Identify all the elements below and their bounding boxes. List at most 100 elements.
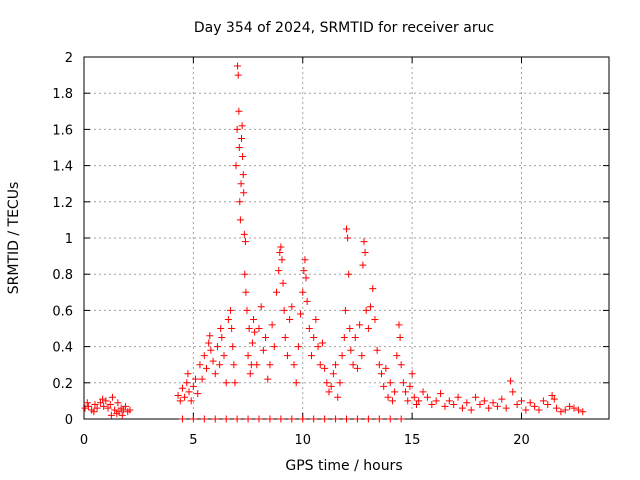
data-point [332,361,339,368]
data-point [343,225,350,232]
data-point [354,416,361,423]
data-point [536,406,543,413]
data-point [304,298,311,305]
data-point [557,408,564,415]
data-point [472,394,479,401]
data-point [344,235,351,242]
data-point [256,325,263,332]
data-point [367,303,374,310]
data-point [308,352,315,359]
data-point [239,122,246,129]
data-point [362,249,369,256]
data-point [397,334,404,341]
data-point [341,334,348,341]
axis-ticks: 00.20.40.60.811.21.41.61.820 5 10 15 20 [52,51,609,448]
x-tick-label: 0 [80,433,88,448]
data-point [238,135,245,142]
data-point [207,347,214,354]
data-point [205,339,212,346]
data-point [398,361,405,368]
data-point [376,361,383,368]
data-point [468,406,475,413]
data-point [227,307,234,314]
data-point [233,162,240,169]
data-point [359,262,366,269]
data-point [378,370,385,377]
data-point [234,416,241,423]
data-point [376,416,383,423]
data-point [571,405,578,412]
data-point [352,334,359,341]
data-point [312,316,319,323]
data-point [306,325,313,332]
data-point [396,321,403,328]
y-tick-label: 1.2 [52,196,73,211]
data-point [240,189,247,196]
data-point [264,376,271,383]
data-point [291,361,298,368]
data-point [284,352,291,359]
data-point [242,238,249,245]
data-point [380,383,387,390]
data-point [194,390,201,397]
data-point [212,370,219,377]
data-point [190,383,197,390]
data-point [206,332,213,339]
data-point [277,244,284,251]
data-point [190,416,197,423]
data-point [266,361,273,368]
data-point [271,343,278,350]
data-point [286,316,293,323]
data-point [277,416,284,423]
data-point [369,285,376,292]
data-point [437,390,444,397]
data-point [280,280,287,287]
data-point [498,396,505,403]
data-point [192,376,199,383]
y-tick-label: 0 [65,413,73,428]
data-point [218,334,225,341]
data-point [450,401,457,408]
data-point [201,352,208,359]
data-point [455,394,462,401]
data-point [387,379,394,386]
data-point [385,394,392,401]
data-point [256,416,263,423]
data-point [382,365,389,372]
data-point [389,397,396,404]
data-point [350,361,357,368]
data-point [330,370,337,377]
data-point [339,352,346,359]
data-point [503,405,510,412]
data-point [387,416,394,423]
data-point [223,416,230,423]
y-tick-label: 0.2 [52,377,73,392]
data-point [315,343,322,350]
data-point [266,416,273,423]
data-point [288,416,295,423]
data-point [234,63,241,70]
data-point [321,416,328,423]
data-point [288,303,295,310]
data-point [544,401,551,408]
x-tick-label: 5 [189,433,197,448]
data-point [230,361,237,368]
y-axis-label: SRMTID / TECUs [6,182,22,295]
data-point [278,256,285,263]
data-point [260,347,267,354]
data-point [282,334,289,341]
data-point [463,399,470,406]
data-point [485,405,492,412]
data-point [223,379,230,386]
data-point [345,271,352,278]
data-point [240,171,247,178]
data-point [245,352,252,359]
data-point [179,416,186,423]
data-point [247,370,254,377]
data-point [514,401,521,408]
data-point [343,416,350,423]
data-point [235,72,242,79]
x-tick-label: 15 [404,433,421,448]
data-point [214,343,221,350]
x-tick-label: 20 [513,433,530,448]
